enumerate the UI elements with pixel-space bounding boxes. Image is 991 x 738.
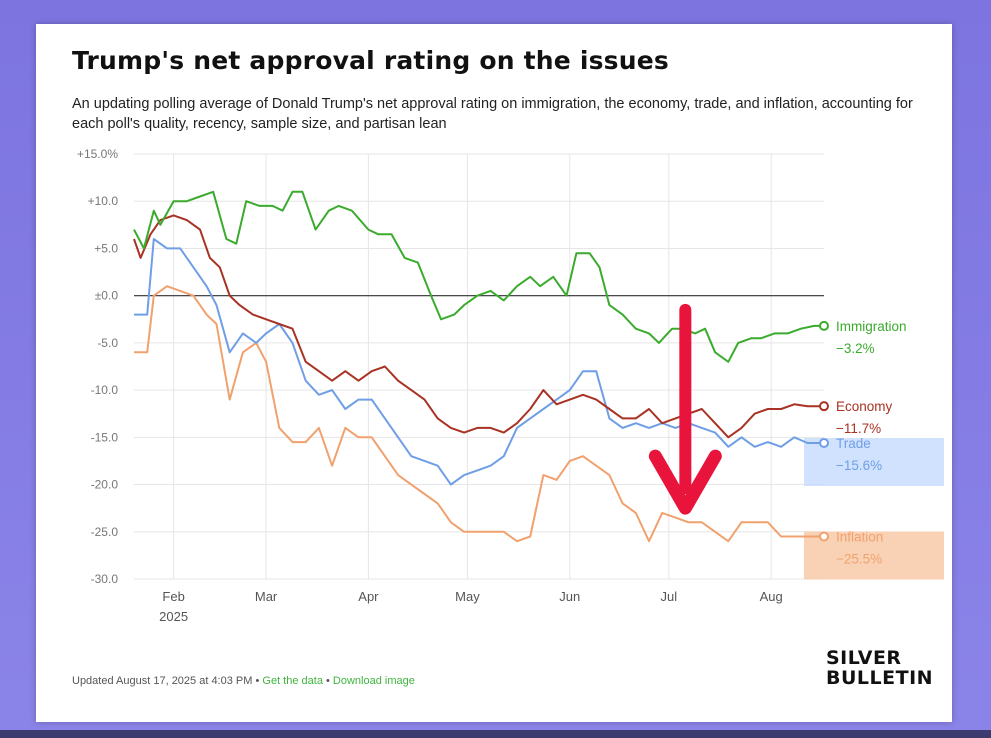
x-tick-label: Feb (162, 589, 184, 604)
get-data-link[interactable]: Get the data (262, 675, 323, 687)
series-line-inflation (134, 285, 824, 543)
x-tick-label: Aug (760, 589, 783, 604)
end-point-economy (819, 401, 829, 412)
end-point-immigration (819, 320, 829, 331)
y-tick-label: -15.0 (91, 430, 119, 444)
y-tick-label: -10.0 (91, 383, 119, 397)
updated-text: Updated August 17, 2025 at 4:03 PM (72, 675, 253, 687)
y-tick-label: +10.0 (88, 194, 119, 208)
end-label-value: −3.2% (836, 341, 875, 356)
bottom-bar (0, 730, 991, 738)
series-line-trade (134, 238, 824, 486)
x-tick-label: May (455, 589, 480, 604)
series-line-economy (133, 214, 824, 439)
footer: Updated August 17, 2025 at 4:03 PM • Get… (72, 675, 415, 687)
x-tick-sublabel: 2025 (159, 609, 188, 624)
line-chart: +15.0% +10.0 +5.0 ±0.0 -5.0 -10.0 -15.0 -20.0 -2… (77, 147, 944, 624)
y-tick-label: +5.0 (94, 241, 118, 255)
x-tick-label: Jun (559, 589, 580, 604)
x-tick-label: Mar (255, 589, 278, 604)
end-label-value: −15.6% (836, 458, 882, 473)
chart-card: Trump's net approval rating on the issue… (36, 24, 952, 722)
end-label-value: −11.7% (836, 421, 881, 436)
x-tick-label: Jul (661, 589, 678, 604)
series-line-immigration (133, 190, 824, 363)
annotation-arrow-head (648, 449, 722, 515)
chart-title: Trump's net approval rating on the issue… (72, 46, 669, 75)
y-tick-label: -30.0 (91, 572, 119, 586)
end-label-name: Economy (836, 399, 893, 414)
chart-subtitle: An updating polling average of Donald Tr… (72, 96, 913, 132)
x-tick-label: Apr (358, 589, 379, 604)
y-tick-label: -25.0 (91, 525, 119, 539)
end-point-inflation (819, 531, 829, 542)
y-tick-label: -5.0 (97, 336, 118, 350)
end-label-name: Immigration (836, 319, 907, 334)
silver-bulletin-logo: SILVER BULLETIN (826, 647, 934, 689)
y-tick-label: -20.0 (91, 478, 119, 492)
end-point-trade (819, 438, 829, 448)
download-image-link[interactable]: Download image (332, 675, 415, 687)
y-tick-label: +15.0% (77, 147, 118, 161)
end-label-value: −25.5% (836, 552, 882, 567)
end-label-name: Inflation (836, 530, 883, 545)
y-tick-label: ±0.0 (95, 289, 119, 303)
end-label-name: Trade (836, 436, 871, 451)
